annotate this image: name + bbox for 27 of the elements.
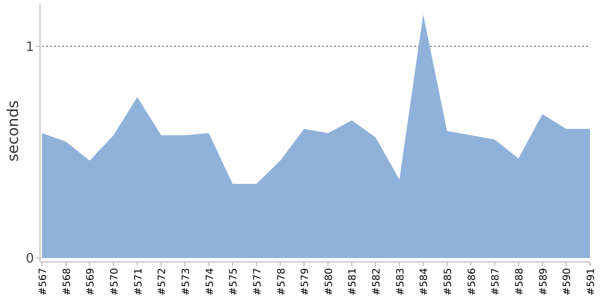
x-tick-label: #585 <box>443 268 454 296</box>
x-tick-label: #580 <box>324 268 335 296</box>
x-tick-label: #587 <box>490 268 502 296</box>
x-tick-label: #582 <box>372 268 383 296</box>
x-tick-label: #586 <box>466 268 478 296</box>
y-axis-title: seconds <box>4 100 22 162</box>
x-tick-label: #584 <box>419 268 430 296</box>
x-tick-label: #590 <box>562 268 574 296</box>
x-tick-label: #581 <box>348 268 359 296</box>
x-tick-label: #569 <box>86 268 97 296</box>
x-tick-label: #573 <box>180 268 192 296</box>
y-tick-label: 1 <box>26 40 34 55</box>
y-tick-label: 0 <box>26 252 34 267</box>
x-tick-label: #568 <box>62 268 73 296</box>
x-tick-label: #574 <box>204 268 216 296</box>
x-tick-label: #571 <box>133 268 144 296</box>
x-tick-label: #570 <box>109 268 120 296</box>
x-tick-label: #567 <box>38 268 49 296</box>
x-tick-label: #578 <box>276 268 288 296</box>
x-tick-label: #577 <box>252 268 264 296</box>
x-tick-label: #572 <box>157 268 168 296</box>
x-tick-label: #588 <box>514 268 526 296</box>
x-tick-label: #579 <box>300 268 312 296</box>
x-tick-label: #591 <box>586 268 597 296</box>
x-tick-label: #589 <box>538 268 550 296</box>
x-tick-label: #575 <box>228 268 240 296</box>
x-tick-label: #583 <box>395 268 406 296</box>
